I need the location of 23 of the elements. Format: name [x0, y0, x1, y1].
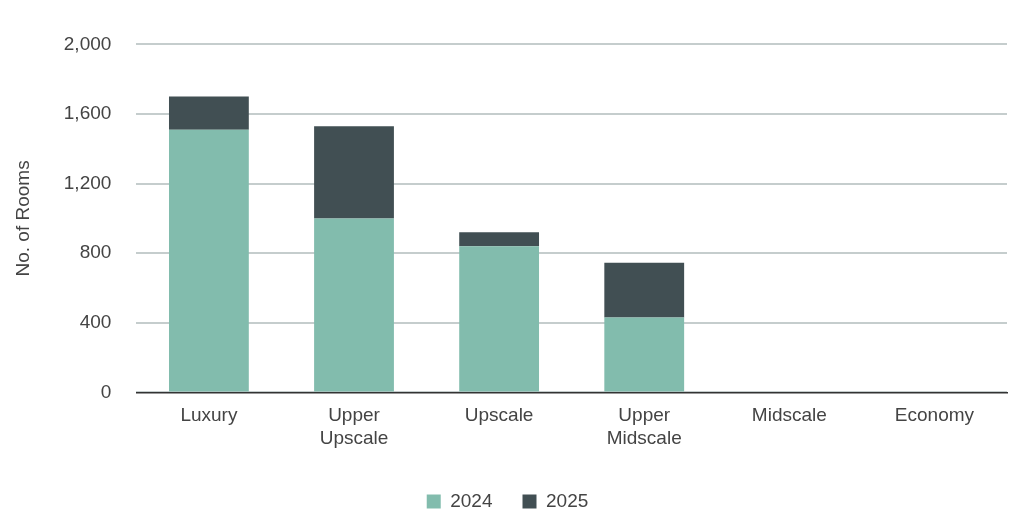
x-tick-label: Upscale: [464, 404, 534, 426]
y-axis-title: No. of Rooms: [11, 160, 33, 277]
x-tick-label: Luxury: [180, 404, 238, 426]
bar: [459, 232, 540, 247]
bar: [314, 126, 394, 219]
bar: [169, 129, 249, 392]
bar: [169, 96, 249, 130]
bar: [604, 262, 685, 318]
y-tick-label: 1,200: [63, 171, 112, 193]
x-tick-label: Upper Upscale: [319, 404, 389, 448]
y-tick-label: 2,000: [63, 32, 112, 54]
x-tick-label: Upper Midscale: [606, 404, 682, 448]
legend-label: 2024: [450, 489, 493, 511]
y-tick-label: 400: [79, 311, 112, 333]
x-tick-label: Economy: [894, 404, 975, 426]
legend-label: 2025: [546, 489, 589, 511]
bar: [314, 218, 394, 392]
bar: [604, 317, 685, 392]
y-tick-label: 800: [79, 241, 112, 263]
y-tick-label: 1,600: [63, 102, 112, 124]
y-tick-label: 0: [100, 380, 112, 402]
bar: [459, 246, 540, 392]
x-tick-label: Midscale: [751, 404, 827, 426]
